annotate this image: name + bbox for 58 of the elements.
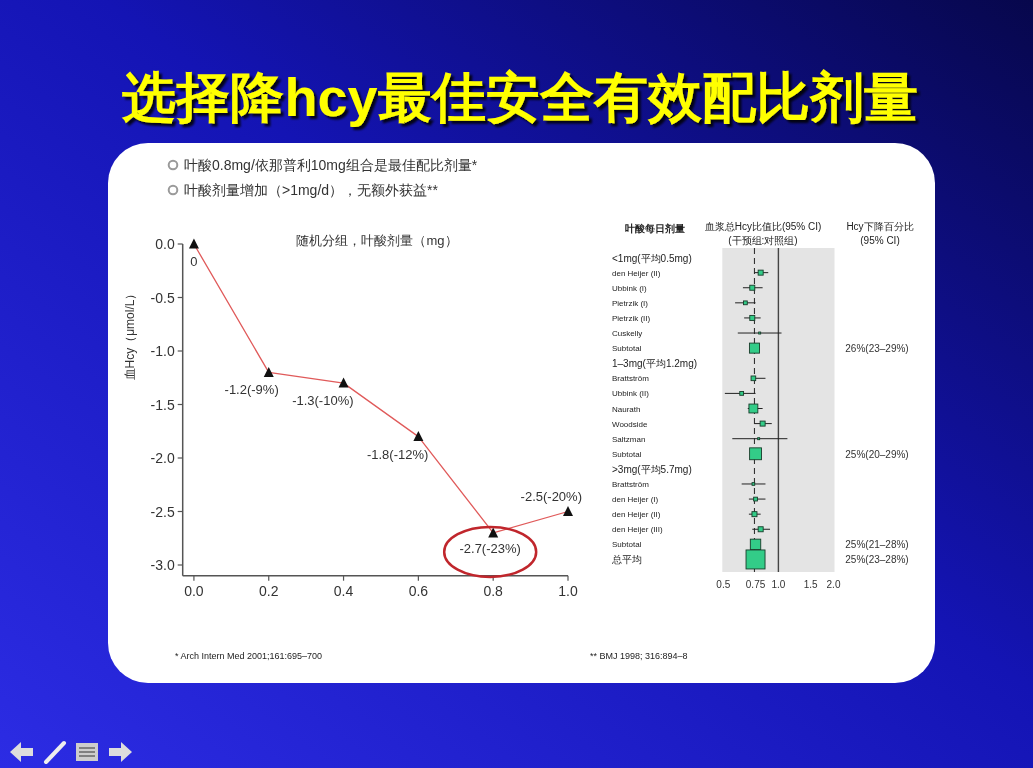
x-axis-title: 血浆总Hcy比值比(95% CI) (干预组:对照组) xyxy=(704,221,822,246)
text: Hcy下降百分比 (95% CI) xyxy=(846,221,914,246)
y-tick-label: Pietrzik (II) xyxy=(612,313,651,323)
y-tick-label: -3.0 xyxy=(150,557,175,573)
x-tick-label: 0.2 xyxy=(259,582,279,599)
data-label: -2.7(-23%) xyxy=(459,540,521,556)
text: ** BMJ 1998; 316:894–8 xyxy=(590,651,688,661)
y-tick-label: Subtotal xyxy=(612,540,642,550)
x-tick-label: 1.5 xyxy=(803,579,819,590)
y-tick-label: 总平均 xyxy=(611,554,642,566)
text: * Arch Intern Med 2001;161:695–700 xyxy=(175,651,323,661)
y-tick-label: -0.5 xyxy=(150,289,175,306)
data-label: -1.2(-9%) xyxy=(224,382,279,398)
x-axis-title: 随机分组，叶酸剂量（mg） xyxy=(296,233,458,248)
y-tick-label: Woodside xyxy=(612,419,648,429)
data-label: -2.5(-20%) xyxy=(520,488,582,504)
y-tick-label: -2.5 xyxy=(150,503,175,520)
x-tick-label: 0.8 xyxy=(483,582,504,599)
data-label: 26%(23–29%) xyxy=(845,343,909,355)
x-tick-label: 0.0 xyxy=(184,582,204,599)
y-tick-label: Brattström xyxy=(612,479,650,489)
data-label: 0 xyxy=(190,254,198,269)
y-tick-label: den Heijer (II) xyxy=(612,510,661,520)
y-tick-label: den Heijer (II) xyxy=(612,268,661,278)
x-tick-label: 0.4 xyxy=(333,582,354,599)
x-tick-label: 0.75 xyxy=(745,579,766,590)
x-tick-label: 0.5 xyxy=(716,579,731,590)
x-tick-label: 0.6 xyxy=(408,582,429,599)
chart-subtitle: 叶酸0.8mg/依那普利10mg组合是最佳配比剂量* 叶酸剂量增加（>1mg/d），无额外获益** xyxy=(184,157,478,198)
y-tick-label: 0.0 xyxy=(155,236,175,252)
x-tick-label: 1.0 xyxy=(558,582,578,599)
y-tick-label: Saltzman xyxy=(612,434,646,444)
data-label: 25%(23–28%) xyxy=(845,554,909,566)
y-tick-label: Naurath xyxy=(612,404,641,414)
y-tick-label: Pietrzik (I) xyxy=(612,298,649,308)
data-label: 25%(21–28%) xyxy=(845,539,909,551)
y-tick-label: Subtotal xyxy=(612,449,642,459)
y-tick-label: den Heijer (III) xyxy=(612,525,664,535)
y-tick-label: Ubbink (II) xyxy=(612,389,650,399)
x-tick-label: 1.0 xyxy=(771,579,786,590)
y-tick-label: Cuskelly xyxy=(612,329,643,339)
y-axis-title: 血Hcy（μmol/L） xyxy=(123,287,137,381)
y-tick-label: den Heijer (I) xyxy=(612,495,659,505)
data-label: -1.8(-12%) xyxy=(366,446,429,462)
x-tick-label: 2.0 xyxy=(826,579,841,590)
y-tick-label: <1mg(平均0.5mg) xyxy=(612,252,692,264)
y-tick-label: Brattström xyxy=(612,374,650,384)
y-tick-label: Subtotal xyxy=(612,344,642,354)
y-tick-label: Ubbink (I) xyxy=(612,283,648,293)
y-axis-title: 叶酸每日剂量 xyxy=(625,223,685,234)
y-tick-label: -1.0 xyxy=(150,343,175,359)
data-label: -1.3(-10%) xyxy=(292,393,354,409)
y-tick-label: -1.5 xyxy=(150,396,175,413)
y-tick-label: -2.0 xyxy=(150,450,175,466)
y-tick-label: >3mg(平均5.7mg) xyxy=(612,463,692,475)
y-tick-label: 1–3mg(平均1.2mg) xyxy=(612,358,698,370)
chart-title: 选择降hcy最佳安全有效配比剂量 xyxy=(121,67,918,127)
data-label: 25%(20–29%) xyxy=(845,448,909,460)
